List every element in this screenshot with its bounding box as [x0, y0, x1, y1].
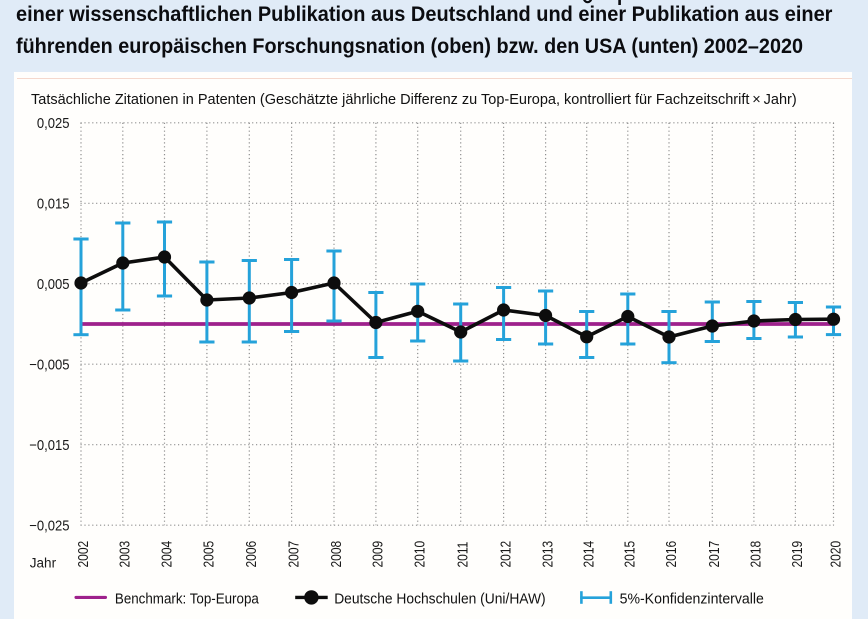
svg-text:2020: 2020 [827, 540, 844, 567]
svg-text:2005: 2005 [200, 541, 217, 568]
svg-text:2019: 2019 [789, 541, 806, 568]
svg-text:2011: 2011 [454, 542, 471, 568]
svg-text:Tatsächliche Zitationen in Pat: Tatsächliche Zitationen in Patenten (Ges… [31, 92, 797, 108]
svg-text:2012: 2012 [497, 541, 514, 568]
svg-text:−0,015: −0,015 [29, 436, 69, 453]
svg-text:2007: 2007 [285, 541, 302, 568]
svg-text:2002: 2002 [75, 541, 92, 568]
svg-text:0,025: 0,025 [37, 114, 70, 131]
svg-text:−0,025: −0,025 [29, 517, 69, 534]
svg-text:Deutsche Hochschulen (Uni/HAW): Deutsche Hochschulen (Uni/HAW) [334, 591, 545, 607]
svg-text:2015: 2015 [621, 541, 638, 568]
svg-text:Benchmark: Top-Europa: Benchmark: Top-Europa [115, 590, 259, 607]
svg-text:2010: 2010 [411, 540, 428, 567]
svg-text:2013: 2013 [539, 541, 556, 568]
svg-text:Jahr: Jahr [30, 555, 57, 570]
svg-text:5%-Konfidenzintervalle: 5%-Konfidenzintervalle [620, 592, 764, 608]
svg-text:2006: 2006 [243, 541, 260, 568]
svg-text:2003: 2003 [116, 541, 133, 568]
svg-text:2008: 2008 [328, 541, 345, 568]
svg-text:2018: 2018 [747, 541, 764, 568]
svg-text:2009: 2009 [369, 541, 386, 568]
svg-text:2016: 2016 [663, 541, 680, 568]
svg-text:0,015: 0,015 [37, 195, 70, 212]
svg-text:0,005: 0,005 [37, 275, 70, 292]
svg-text:2014: 2014 [580, 540, 597, 567]
svg-text:2017: 2017 [706, 541, 723, 568]
svg-text:−0,005: −0,005 [29, 356, 69, 373]
svg-text:2004: 2004 [158, 540, 175, 567]
